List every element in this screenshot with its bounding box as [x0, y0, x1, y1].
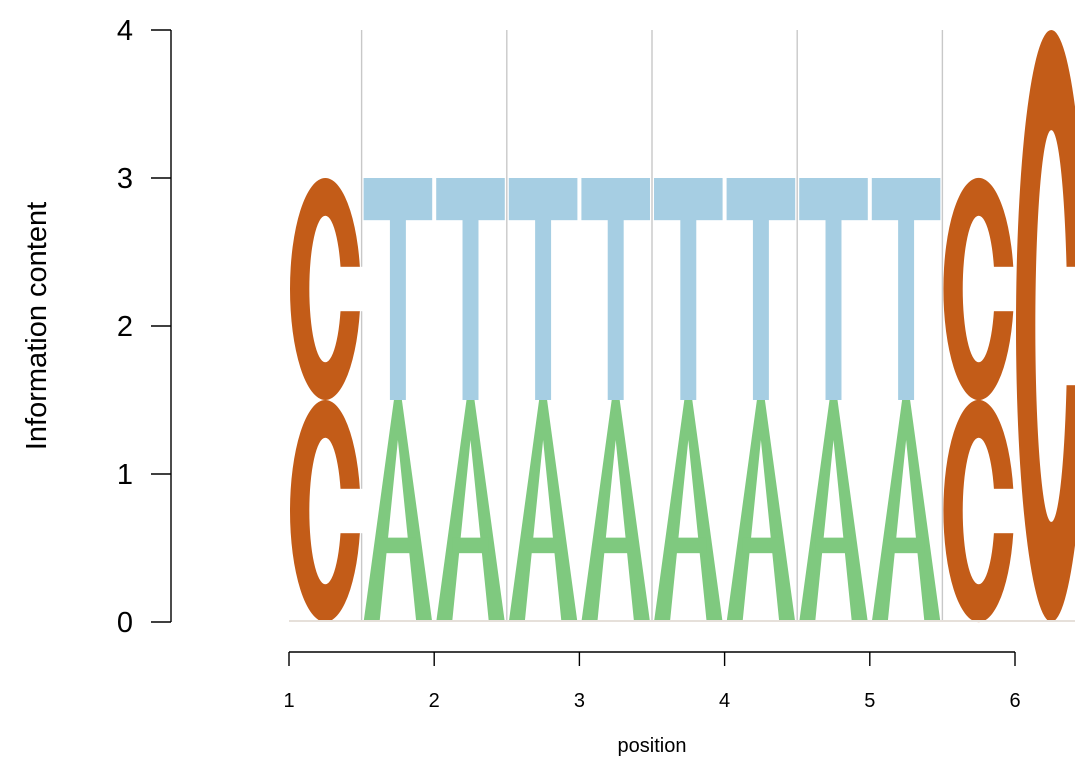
y-axis: 0 1 2 3 4: [117, 15, 172, 639]
letter-C: [943, 177, 1016, 401]
letter-A: [871, 400, 941, 622]
letter-A: [508, 400, 578, 622]
letter-A: [654, 400, 723, 622]
x-tick-label: 5: [864, 690, 875, 712]
letter-C: [290, 177, 363, 400]
letter-T: [871, 178, 941, 400]
y-tick-label: 0: [117, 607, 133, 639]
letter-A: [436, 400, 505, 622]
letter-A: [726, 400, 796, 622]
letter-T: [799, 178, 868, 400]
y-axis-label: Information content: [21, 202, 53, 450]
x-tick-label: 4: [719, 690, 730, 712]
letter-A: [581, 400, 650, 622]
x-tick-label: 6: [1009, 690, 1020, 712]
letter-T: [726, 178, 796, 400]
letter-A: [363, 400, 433, 622]
letter-A: [799, 400, 868, 622]
baseline-residual: [289, 620, 1075, 622]
letter-T: [436, 178, 505, 400]
y-tick-label: 1: [117, 459, 133, 491]
y-ticks: 0 1 2 3 4: [117, 15, 171, 639]
x-tick-label: 1: [283, 690, 294, 712]
letter-T: [508, 178, 578, 400]
letter-C: [1016, 30, 1075, 622]
x-tick-label: 3: [574, 690, 585, 712]
letter-T: [581, 178, 650, 400]
y-tick-label: 2: [117, 311, 133, 343]
letter-C: [943, 399, 1016, 623]
x-axis: 1 2 3 4 5 6: [283, 651, 1021, 712]
x-ticks: 1 2 3 4 5 6: [283, 652, 1021, 712]
letter-C: [290, 399, 363, 622]
letter-T: [363, 178, 433, 400]
x-tick-label: 2: [429, 690, 440, 712]
letter-stacks: [289, 30, 1075, 623]
letter-T: [654, 178, 723, 400]
y-tick-label: 4: [117, 15, 133, 47]
x-axis-label: position: [618, 735, 687, 757]
y-tick-label: 3: [117, 163, 133, 195]
